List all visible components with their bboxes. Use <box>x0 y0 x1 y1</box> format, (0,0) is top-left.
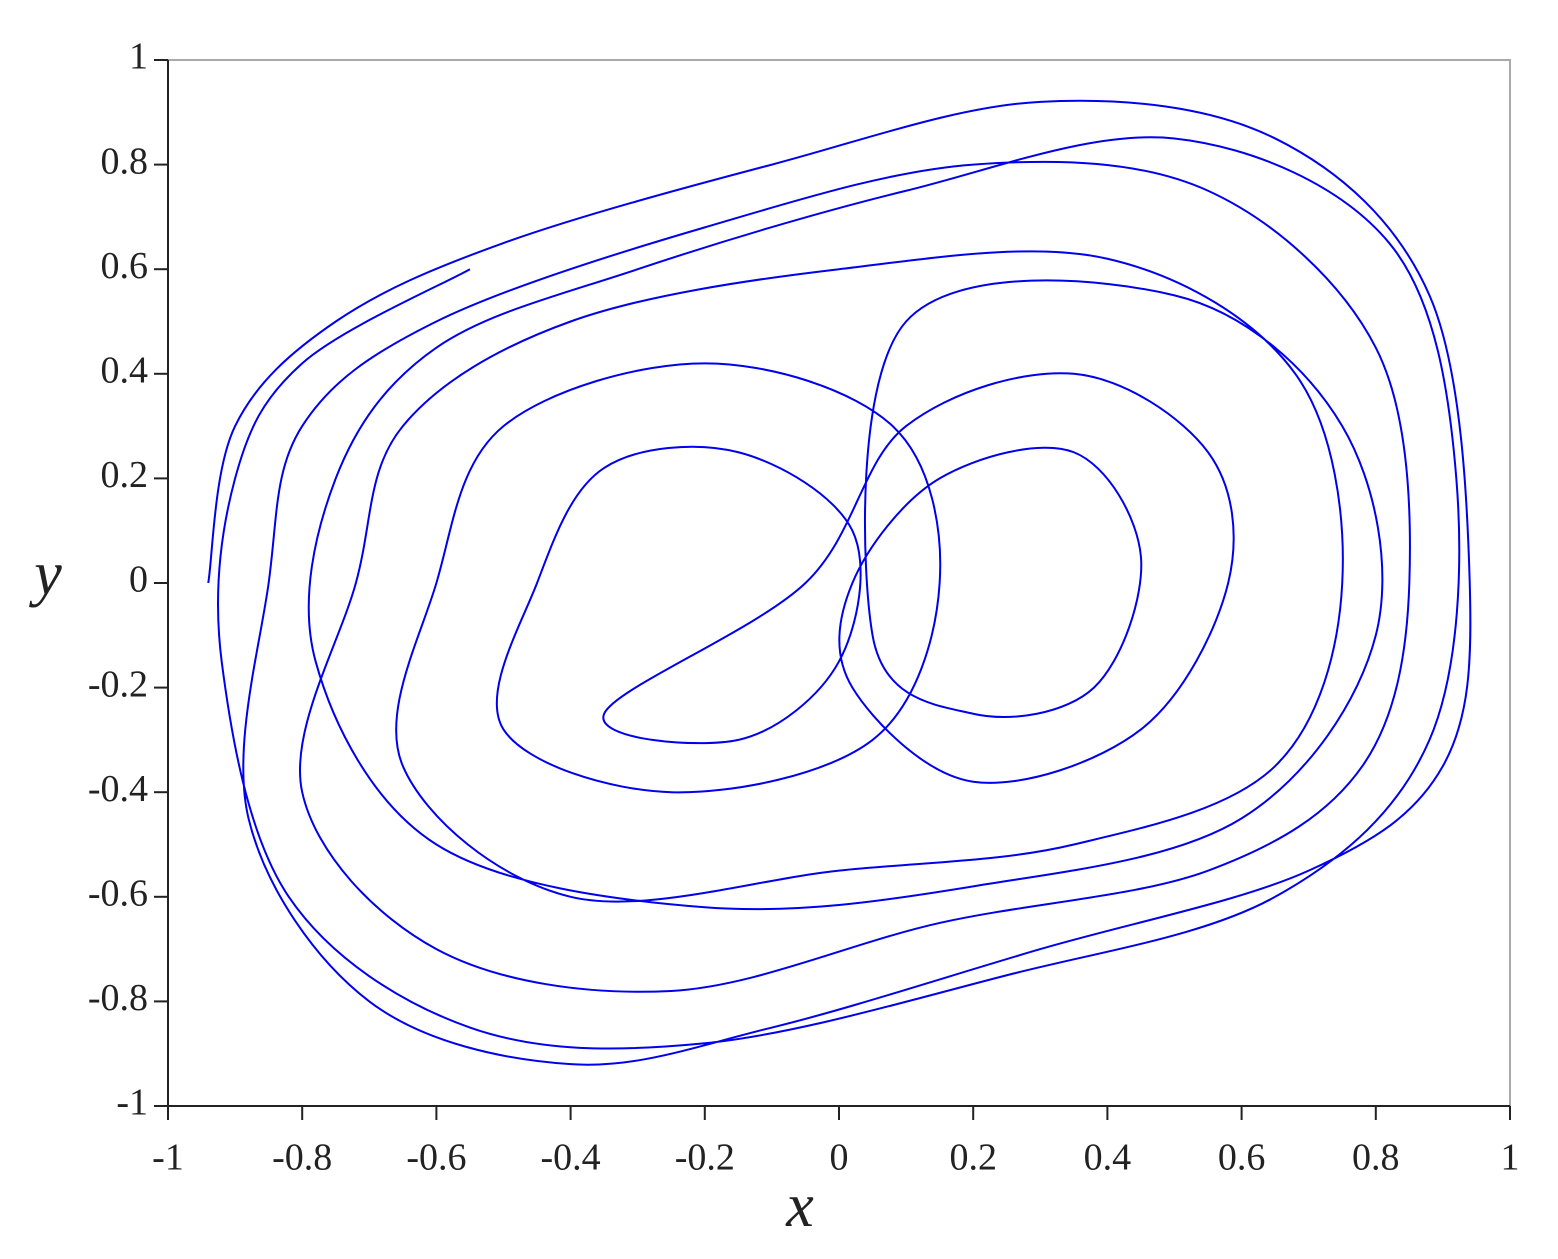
x-tick-label: 0.4 <box>1084 1137 1132 1179</box>
y-axis-label: y <box>28 540 62 608</box>
x-tick-label: -1 <box>152 1137 184 1179</box>
x-tick-label: -0.6 <box>406 1137 466 1179</box>
y-tick-label: 0.4 <box>101 350 149 392</box>
x-tick-label: 0.8 <box>1352 1137 1400 1179</box>
y-tick-label: 0 <box>129 559 148 601</box>
x-tick-label: -0.8 <box>272 1137 332 1179</box>
x-tick-label: 1 <box>1501 1137 1520 1179</box>
y-tick-label: -0.4 <box>88 768 148 810</box>
y-tick-label: 0.2 <box>101 454 149 496</box>
x-tick-label: -0.2 <box>675 1137 735 1179</box>
y-tick-label: 0.8 <box>101 140 149 182</box>
y-tick-label: 1 <box>129 36 148 78</box>
y-tick-label: -1 <box>116 1082 148 1124</box>
x-tick-label: 0.2 <box>949 1137 997 1179</box>
x-tick-label: 0.6 <box>1218 1137 1266 1179</box>
x-tick-label: -0.4 <box>541 1137 601 1179</box>
y-tick-label: 0.6 <box>101 245 149 287</box>
y-tick-label: -0.8 <box>88 977 148 1019</box>
x-tick-label: 0 <box>830 1137 849 1179</box>
y-tick-label: -0.2 <box>88 663 148 705</box>
plot-frame <box>167 59 1511 1107</box>
y-tick-label: -0.6 <box>88 873 148 915</box>
trajectory <box>207 99 1472 1066</box>
x-axis-label: x <box>785 1172 814 1240</box>
